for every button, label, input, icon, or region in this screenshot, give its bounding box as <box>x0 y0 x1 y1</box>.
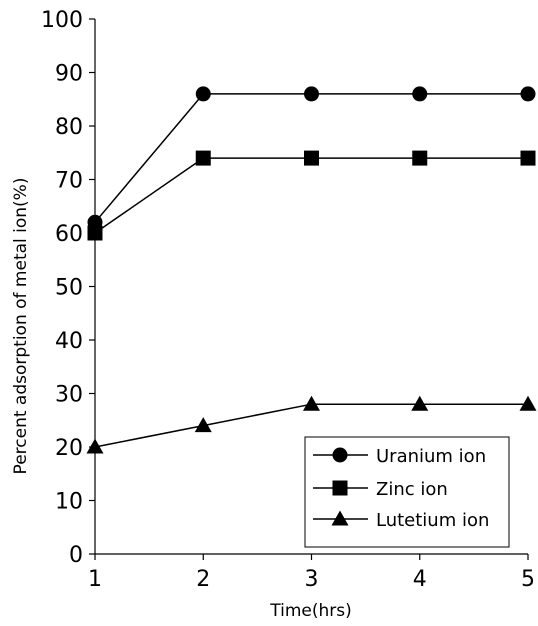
y-tick-label: 60 <box>55 222 83 247</box>
data-point <box>87 225 103 241</box>
y-tick-label: 50 <box>55 276 83 301</box>
data-point <box>304 150 319 166</box>
y-axis-ticks: 0 10 20 30 40 50 60 70 80 90 100 <box>41 8 95 568</box>
data-point <box>195 86 211 102</box>
series-square <box>87 150 536 241</box>
data-point <box>411 395 429 411</box>
x-axis-ticks: 1 2 3 4 5 <box>88 554 535 592</box>
legend-label: Uranium ion <box>376 446 486 467</box>
y-tick-label: 70 <box>55 169 83 194</box>
square-marker-icon <box>332 480 348 496</box>
y-tick-label: 0 <box>69 543 83 568</box>
x-tick-label: 4 <box>413 567 427 592</box>
y-tick-label: 20 <box>55 436 83 461</box>
data-point <box>86 438 104 454</box>
data-point <box>520 86 536 102</box>
y-tick-label: 90 <box>55 62 83 87</box>
data-point <box>304 86 319 102</box>
series-line <box>94 157 528 234</box>
x-tick-label: 1 <box>88 567 102 592</box>
x-tick-label: 2 <box>196 567 210 592</box>
legend-item-zinc: Zinc ion <box>313 479 448 500</box>
data-point <box>303 395 320 411</box>
y-tick-label: 30 <box>55 383 83 408</box>
series-triangle <box>86 395 537 454</box>
y-tick-label: 100 <box>41 8 83 33</box>
x-tick-label: 5 <box>521 567 535 592</box>
triangle-marker-icon <box>331 510 349 526</box>
x-tick-label: 3 <box>305 567 319 592</box>
circle-marker-icon <box>332 447 348 463</box>
legend-label: Zinc ion <box>376 479 448 500</box>
y-tick-label: 10 <box>55 490 83 515</box>
data-point <box>412 86 428 102</box>
data-point <box>195 150 211 166</box>
legend-label: Lutetium ion <box>376 510 489 531</box>
legend-item-lutetium: Lutetium ion <box>313 510 489 531</box>
series-layer <box>86 86 537 454</box>
y-tick-label: 80 <box>55 115 83 140</box>
data-point <box>520 150 536 166</box>
data-point <box>412 150 428 166</box>
y-tick-label: 40 <box>55 329 83 354</box>
data-point <box>519 395 537 411</box>
y-axis-title: Percent adsorption of metal ion(%) <box>11 178 31 475</box>
legend: Uranium ion Zinc ion Lutetium ion <box>304 436 510 548</box>
legend-item-uranium: Uranium ion <box>313 446 486 467</box>
x-axis-title: Time(hrs) <box>269 601 352 621</box>
data-point <box>194 417 212 433</box>
